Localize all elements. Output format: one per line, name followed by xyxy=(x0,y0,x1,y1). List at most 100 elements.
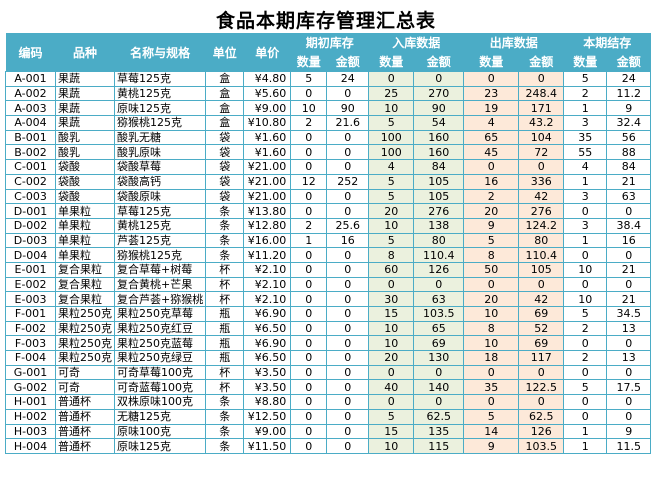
cell-unit[interactable]: 袋 xyxy=(205,129,245,146)
cell-outbound-qty[interactable]: 4 xyxy=(463,115,520,131)
cell-closing-amount[interactable]: 24 xyxy=(606,71,652,87)
cell-opening-amount[interactable]: 0 xyxy=(326,408,370,425)
cell-inbound-qty[interactable]: 20 xyxy=(368,203,415,219)
cell-outbound-amount[interactable]: 69 xyxy=(518,306,565,322)
cell-closing-amount[interactable]: 0 xyxy=(606,203,652,219)
cell-code[interactable]: B-002 xyxy=(5,144,56,161)
cell-unit[interactable]: 条 xyxy=(205,394,245,410)
cell-code[interactable]: D-003 xyxy=(5,232,56,249)
cell-closing-qty[interactable]: 0 xyxy=(563,247,608,263)
cell-opening-amount[interactable]: 16 xyxy=(326,232,370,249)
cell-code[interactable]: A-002 xyxy=(5,85,56,102)
cell-code[interactable]: E-001 xyxy=(5,261,56,278)
header-closing[interactable]: 本期结存 xyxy=(563,33,651,52)
cell-inbound-amount[interactable]: 103.5 xyxy=(413,306,465,322)
cell-unit[interactable]: 盒 xyxy=(205,71,245,87)
cell-code[interactable]: E-002 xyxy=(5,276,56,293)
cell-opening-qty[interactable]: 0 xyxy=(290,291,328,307)
cell-inbound-amount[interactable]: 90 xyxy=(413,100,465,117)
cell-outbound-qty[interactable]: 18 xyxy=(463,350,520,366)
cell-closing-qty[interactable]: 1 xyxy=(563,438,608,454)
cell-inbound-qty[interactable]: 5 xyxy=(368,173,415,190)
cell-opening-amount[interactable]: 21.6 xyxy=(326,115,370,131)
cell-outbound-amount[interactable]: 69 xyxy=(518,335,565,352)
cell-unit[interactable]: 瓶 xyxy=(205,350,245,366)
cell-closing-qty[interactable]: 1 xyxy=(563,232,608,249)
cell-name[interactable]: 袋酸高钙 xyxy=(113,173,207,190)
cell-opening-qty[interactable]: 0 xyxy=(290,276,328,293)
cell-outbound-qty[interactable]: 50 xyxy=(463,261,520,278)
cell-category[interactable]: 果蔬 xyxy=(55,115,115,131)
cell-closing-qty[interactable]: 2 xyxy=(563,320,608,337)
cell-category[interactable]: 果粒250克 xyxy=(55,335,115,352)
cell-price[interactable]: ¥16.00 xyxy=(243,232,292,249)
cell-opening-amount[interactable]: 0 xyxy=(326,276,370,293)
cell-outbound-amount[interactable]: 126 xyxy=(518,423,565,440)
cell-opening-amount[interactable]: 0 xyxy=(326,364,370,381)
cell-opening-qty[interactable]: 0 xyxy=(290,129,328,146)
cell-outbound-qty[interactable]: 10 xyxy=(463,335,520,352)
cell-name[interactable]: 果粒250克红豆 xyxy=(113,320,207,337)
cell-outbound-amount[interactable]: 43.2 xyxy=(518,115,565,131)
cell-inbound-amount[interactable]: 0 xyxy=(413,71,465,87)
cell-price[interactable]: ¥2.10 xyxy=(243,276,292,293)
cell-category[interactable]: 酸乳 xyxy=(55,144,115,161)
cell-price[interactable]: ¥6.50 xyxy=(243,350,292,366)
header-opening-qty[interactable]: 数量 xyxy=(290,52,327,72)
cell-outbound-amount[interactable]: 110.4 xyxy=(518,247,565,263)
cell-price[interactable]: ¥11.50 xyxy=(243,438,292,454)
cell-category[interactable]: 果蔬 xyxy=(55,100,115,117)
cell-inbound-qty[interactable]: 60 xyxy=(368,261,415,278)
cell-closing-qty[interactable]: 0 xyxy=(563,276,608,293)
cell-unit[interactable]: 条 xyxy=(205,232,245,249)
cell-price[interactable]: ¥5.60 xyxy=(243,85,292,102)
cell-closing-qty[interactable]: 1 xyxy=(563,423,608,440)
cell-closing-amount[interactable]: 0 xyxy=(606,276,652,293)
cell-opening-qty[interactable]: 2 xyxy=(290,217,328,234)
cell-category[interactable]: 可奇 xyxy=(55,364,115,381)
header-outbound[interactable]: 出库数据 xyxy=(463,33,564,52)
cell-unit[interactable]: 瓶 xyxy=(205,306,245,322)
cell-closing-qty[interactable]: 0 xyxy=(563,408,608,425)
cell-inbound-amount[interactable]: 110.4 xyxy=(413,247,465,263)
cell-closing-amount[interactable]: 11.2 xyxy=(606,85,652,102)
cell-price[interactable]: ¥3.50 xyxy=(243,379,292,396)
cell-closing-amount[interactable]: 63 xyxy=(606,188,652,205)
header-inbound-qty[interactable]: 数量 xyxy=(368,52,414,72)
cell-name[interactable]: 原味100克 xyxy=(113,423,207,440)
cell-category[interactable]: 果蔬 xyxy=(55,71,115,87)
cell-inbound-qty[interactable]: 5 xyxy=(368,115,415,131)
cell-inbound-amount[interactable]: 105 xyxy=(413,188,465,205)
header-name[interactable]: 名称与规格 xyxy=(114,33,206,72)
cell-opening-qty[interactable]: 0 xyxy=(290,379,328,396)
cell-outbound-qty[interactable]: 0 xyxy=(463,394,520,410)
cell-name[interactable]: 草莓125克 xyxy=(113,203,207,219)
cell-code[interactable]: A-001 xyxy=(5,71,56,87)
cell-unit[interactable]: 袋 xyxy=(205,188,245,205)
cell-name[interactable]: 可奇蓝莓100克 xyxy=(113,379,207,396)
cell-opening-amount[interactable]: 0 xyxy=(326,306,370,322)
cell-price[interactable]: ¥12.50 xyxy=(243,408,292,425)
cell-closing-qty[interactable]: 3 xyxy=(563,115,608,131)
cell-opening-amount[interactable]: 0 xyxy=(326,350,370,366)
cell-outbound-qty[interactable]: 5 xyxy=(463,408,520,425)
cell-outbound-amount[interactable]: 0 xyxy=(518,276,565,293)
cell-category[interactable]: 果粒250克 xyxy=(55,306,115,322)
cell-opening-qty[interactable]: 0 xyxy=(290,306,328,322)
cell-category[interactable]: 单果粒 xyxy=(55,232,115,249)
cell-name[interactable]: 猕猴桃125克 xyxy=(113,115,207,131)
cell-closing-amount[interactable]: 11.5 xyxy=(606,438,652,454)
cell-outbound-amount[interactable]: 105 xyxy=(518,261,565,278)
header-inbound[interactable]: 入库数据 xyxy=(368,33,464,52)
cell-price[interactable]: ¥21.00 xyxy=(243,173,292,190)
header-inbound-amount[interactable]: 金额 xyxy=(413,52,464,72)
cell-price[interactable]: ¥2.10 xyxy=(243,261,292,278)
cell-price[interactable]: ¥9.00 xyxy=(243,423,292,440)
cell-unit[interactable]: 袋 xyxy=(205,144,245,161)
cell-closing-qty[interactable]: 3 xyxy=(563,188,608,205)
cell-inbound-qty[interactable]: 10 xyxy=(368,438,415,454)
cell-name[interactable]: 双株原味100克 xyxy=(113,394,207,410)
cell-category[interactable]: 酸乳 xyxy=(55,129,115,146)
cell-price[interactable]: ¥8.80 xyxy=(243,394,292,410)
cell-unit[interactable]: 条 xyxy=(205,217,245,234)
